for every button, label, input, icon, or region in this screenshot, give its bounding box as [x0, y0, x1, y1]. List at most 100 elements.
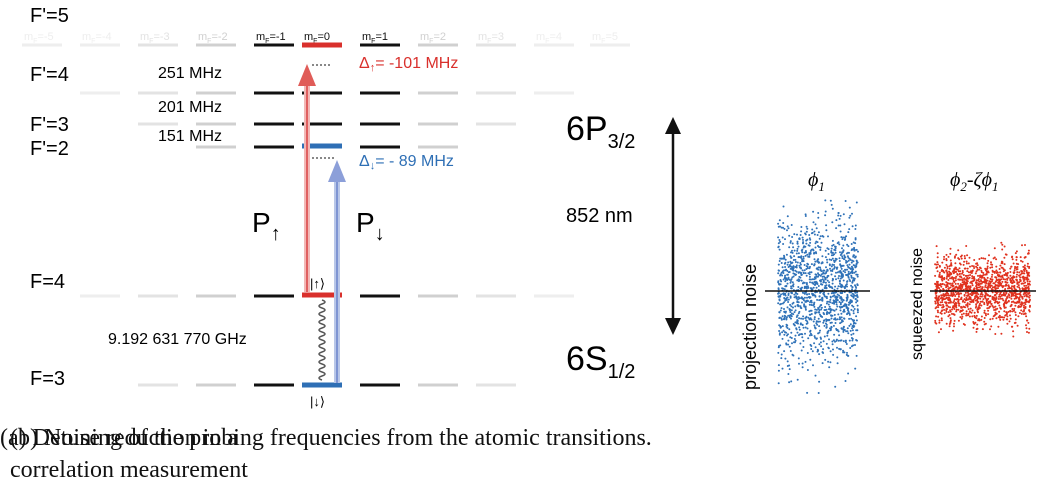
scatter-point — [946, 304, 949, 307]
scatter-point — [948, 265, 951, 268]
scatter-point — [778, 316, 781, 319]
scatter-point — [818, 320, 821, 323]
scatter-point — [818, 343, 821, 346]
scatter-point — [1003, 263, 1006, 266]
scatter-point — [806, 322, 809, 324]
scatter-point — [855, 262, 858, 265]
scatter-point — [1002, 318, 1005, 321]
scatter-point — [1022, 277, 1025, 280]
level-label-f2-excited: F'=2 — [30, 138, 69, 160]
scatter-point — [785, 298, 787, 301]
scatter-point — [789, 303, 792, 306]
scatter-point — [840, 316, 843, 319]
scatter-point — [845, 252, 848, 255]
scatter-point — [802, 317, 804, 320]
scatter-point — [793, 324, 796, 327]
scatter-point — [825, 326, 828, 328]
scatter-point — [838, 243, 841, 246]
scatter-point — [1023, 291, 1026, 294]
scatter-point — [1014, 252, 1017, 255]
scatter-point — [942, 303, 944, 306]
scatter-point — [816, 298, 819, 301]
scatter-point — [840, 298, 843, 301]
scatter-point — [809, 309, 812, 312]
scatter-point — [780, 262, 783, 264]
scatter-point — [780, 317, 783, 320]
scatter-point — [814, 260, 817, 263]
scatter-point — [1003, 302, 1006, 305]
scatter-point — [849, 329, 852, 332]
scatter-point — [938, 271, 941, 274]
scatter-point — [821, 235, 824, 237]
scatter-point — [1017, 263, 1020, 266]
scatter-point — [976, 323, 979, 326]
scatter-point — [817, 216, 820, 219]
scatter-point — [829, 298, 832, 301]
microwave-coupling-wiggle — [318, 299, 326, 381]
scatter-point — [804, 286, 807, 289]
scatter-point — [966, 270, 969, 273]
scatter-point — [840, 327, 843, 330]
scatter-point — [960, 254, 963, 257]
scatter-point — [1012, 262, 1015, 265]
scatter-point — [947, 292, 950, 295]
scatter-point — [962, 274, 965, 276]
scatter-point — [975, 330, 978, 333]
scatter-point — [834, 249, 837, 252]
scatter-point — [960, 298, 963, 301]
scatter-point — [1006, 296, 1008, 299]
scatter-point — [938, 264, 941, 267]
scatter-point — [942, 287, 945, 290]
scatter-point — [856, 309, 859, 312]
scatter-point — [962, 263, 965, 266]
scatter-point — [996, 307, 999, 310]
scatter-point — [786, 306, 789, 309]
scatter-point — [802, 346, 805, 348]
scatter-point — [831, 282, 834, 285]
scatter-point — [937, 311, 939, 314]
scatter-point — [822, 269, 825, 272]
scatter-point — [967, 308, 970, 311]
scatter-point — [786, 225, 789, 228]
scatter-point — [984, 267, 987, 270]
scatter-point — [966, 280, 968, 283]
scatter-point — [976, 301, 979, 304]
scatter-point — [790, 285, 793, 288]
scatter-point — [777, 364, 780, 367]
level-label-f3-excited: F'=3 — [30, 114, 69, 136]
scatter-point — [820, 283, 822, 286]
scatter-point — [841, 319, 844, 322]
scatter-point — [949, 309, 952, 312]
mf-label: mF=-1 — [256, 31, 286, 45]
scatter-point — [829, 329, 832, 332]
scatter-point — [939, 311, 942, 314]
scatter-point — [834, 275, 837, 278]
scatter-point — [1015, 256, 1018, 259]
scatter-point — [825, 270, 828, 273]
scatter-point — [815, 308, 818, 311]
scatter-point — [779, 257, 782, 260]
scatter-point — [1002, 294, 1005, 297]
scatter-point — [824, 210, 827, 213]
scatter-point — [961, 272, 963, 275]
scatter-point — [804, 250, 807, 252]
scatter-point — [806, 296, 808, 299]
scatter-point — [1029, 298, 1031, 301]
scatter-point — [969, 307, 972, 310]
scatter-point — [1018, 274, 1021, 277]
scatter-point — [844, 341, 847, 344]
scatter-point — [986, 294, 989, 296]
scatter-point — [945, 281, 948, 284]
scatter-point — [934, 300, 937, 303]
scatter-point — [822, 340, 825, 343]
scatter-point — [935, 299, 938, 301]
scatter-point — [789, 267, 792, 270]
scatter-point — [850, 294, 853, 297]
scatter-point — [1016, 285, 1019, 288]
scatter-point — [785, 331, 788, 334]
scatter-point — [816, 234, 819, 236]
scatter-point — [976, 286, 979, 289]
scatter-point — [816, 260, 819, 263]
level-label-f3-ground: F=3 — [30, 368, 65, 390]
scatter-point — [973, 277, 976, 280]
